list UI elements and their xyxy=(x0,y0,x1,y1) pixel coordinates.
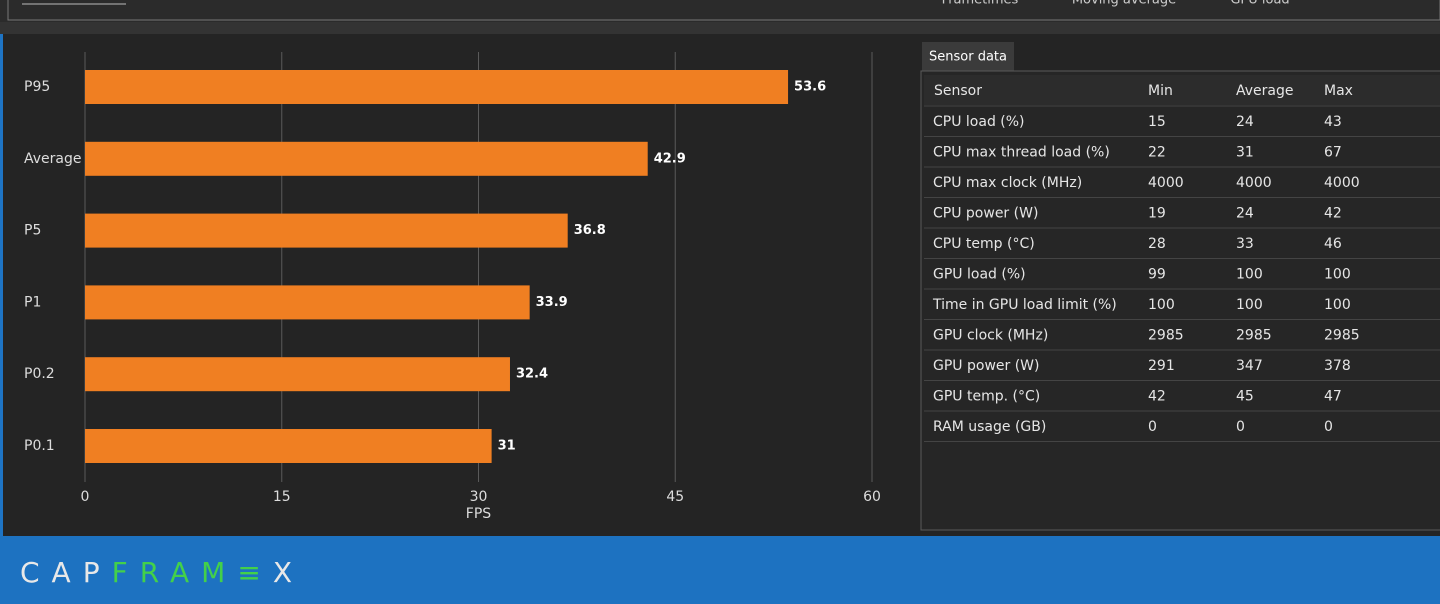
value-label: 53.6 xyxy=(794,80,826,95)
cell: CPU max thread load (%) xyxy=(933,145,1110,161)
cell: 2985 xyxy=(1324,328,1360,344)
cell: 19 xyxy=(1148,206,1166,222)
cell: 291 xyxy=(1148,358,1175,374)
bar xyxy=(85,285,530,320)
cell: 42 xyxy=(1148,389,1166,405)
logo: CAPFRAM≡X xyxy=(20,556,304,589)
cell: 43 xyxy=(1324,114,1342,130)
x-tick-label: 60 xyxy=(863,489,881,505)
top-tab: Moving average xyxy=(1072,0,1176,8)
cell: 24 xyxy=(1236,114,1254,130)
x-tick-label: 30 xyxy=(470,489,488,505)
y-tick-label: P0.2 xyxy=(24,366,55,382)
table-frame xyxy=(920,70,1440,531)
cell: 100 xyxy=(1236,267,1263,283)
bar xyxy=(85,141,648,176)
value-label: 32.4 xyxy=(516,367,548,382)
cell: 378 xyxy=(1324,358,1351,374)
cell: CPU load (%) xyxy=(933,114,1025,130)
cell: 4000 xyxy=(1148,175,1184,191)
cell: 46 xyxy=(1324,236,1342,252)
cell: GPU power (W) xyxy=(933,358,1039,374)
logo-suffix: X xyxy=(273,556,304,589)
logo-prefix: CAP xyxy=(20,556,112,589)
column-header: Average xyxy=(1236,83,1294,99)
y-tick-label: Average xyxy=(24,151,82,167)
cell: CPU max clock (MHz) xyxy=(933,175,1082,191)
cell: GPU clock (MHz) xyxy=(933,328,1048,344)
cell: 4000 xyxy=(1324,175,1360,191)
logo-highlight: FRAM xyxy=(112,556,238,589)
value-label: 33.9 xyxy=(536,295,568,310)
tab xyxy=(922,42,1014,71)
cell: 2985 xyxy=(1236,328,1272,344)
cell: 22 xyxy=(1148,145,1166,161)
cell: GPU load (%) xyxy=(933,267,1026,283)
y-tick-label: P95 xyxy=(24,79,50,95)
value-label: 31 xyxy=(498,439,516,454)
cell: 2985 xyxy=(1148,328,1184,344)
cell: 0 xyxy=(1324,419,1333,435)
value-label: 42.9 xyxy=(654,151,686,166)
bar xyxy=(85,70,789,104)
cell: 24 xyxy=(1236,206,1254,222)
table-header-bg xyxy=(924,75,1440,105)
cell: CPU temp (°C) xyxy=(933,236,1035,252)
left-edge xyxy=(0,34,3,536)
cell: 99 xyxy=(1148,267,1166,283)
column-header: Min xyxy=(1148,83,1173,99)
cell: 33 xyxy=(1236,236,1254,252)
cell: Time in GPU load limit (%) xyxy=(932,297,1117,313)
cell: 0 xyxy=(1148,419,1157,435)
x-tick-label: 15 xyxy=(273,489,291,505)
cell: 47 xyxy=(1324,389,1342,405)
bar xyxy=(85,357,510,392)
y-tick-label: P0.1 xyxy=(24,438,55,454)
cell: 4000 xyxy=(1236,175,1272,191)
cell: 28 xyxy=(1148,236,1166,252)
top-frame xyxy=(7,0,1440,21)
bar xyxy=(85,213,568,248)
value-label: 36.8 xyxy=(574,223,606,238)
cell: 42 xyxy=(1324,206,1342,222)
column-header: Max xyxy=(1324,83,1353,99)
cell: 31 xyxy=(1236,145,1254,161)
y-tick-label: P5 xyxy=(24,223,41,239)
column-header: Sensor xyxy=(934,83,982,99)
cell: 100 xyxy=(1148,297,1175,313)
y-tick-label: P1 xyxy=(24,294,41,310)
separator xyxy=(0,22,1440,34)
cell: 100 xyxy=(1324,297,1351,313)
cell: 45 xyxy=(1236,389,1254,405)
tab-label: Sensor data xyxy=(929,50,1007,65)
logo-mark: ≡ xyxy=(237,556,272,589)
top-tab: GPU load xyxy=(1230,0,1289,8)
cell: CPU power (W) xyxy=(933,206,1038,222)
cell: 100 xyxy=(1324,267,1351,283)
footer xyxy=(0,536,1440,604)
cell: 100 xyxy=(1236,297,1263,313)
cell: 67 xyxy=(1324,145,1342,161)
x-tick-label: 0 xyxy=(81,489,90,505)
x-axis-label: FPS xyxy=(466,506,491,522)
bar xyxy=(85,429,492,463)
cell: 15 xyxy=(1148,114,1166,130)
top-strip xyxy=(0,0,1440,22)
top-tab: Frametimes xyxy=(942,0,1019,8)
cell: RAM usage (GB) xyxy=(933,419,1046,435)
cell: 0 xyxy=(1236,419,1245,435)
cell: GPU temp. (°C) xyxy=(933,389,1040,405)
x-tick-label: 45 xyxy=(666,489,684,505)
cell: 347 xyxy=(1236,358,1263,374)
